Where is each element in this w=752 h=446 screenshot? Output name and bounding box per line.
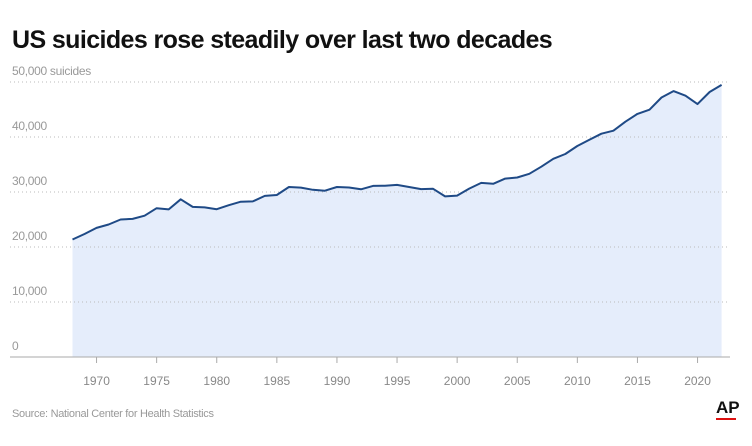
logo-underline bbox=[716, 418, 736, 420]
x-tick-label: 1975 bbox=[143, 374, 170, 388]
x-tick-label: 1995 bbox=[384, 374, 411, 388]
x-tick-label: 1990 bbox=[324, 374, 351, 388]
plot-area: 0 10,000 20,000 30,000 40,000 50,000 suicides… bbox=[10, 64, 730, 388]
y-tick-label: 10,000 bbox=[12, 284, 48, 298]
x-tick-label: 2000 bbox=[444, 374, 471, 388]
chart-title: US suicides rose steadily over last two … bbox=[12, 26, 552, 54]
x-tick-label: 1985 bbox=[263, 374, 290, 388]
x-tick-label: 2015 bbox=[624, 374, 651, 388]
line bbox=[72, 84, 723, 241]
area bbox=[72, 84, 722, 358]
x-tick-label: 2010 bbox=[564, 374, 591, 388]
y-tick-label: 50,000 suicides bbox=[12, 64, 91, 78]
x-tick-label: 2020 bbox=[684, 374, 711, 388]
x-tick-label: 2005 bbox=[504, 374, 531, 388]
y-tick-label: 30,000 bbox=[12, 174, 48, 188]
logo: AP bbox=[716, 398, 740, 417]
x-tick-label: 1970 bbox=[83, 374, 110, 388]
x-tick-label: 1980 bbox=[203, 374, 230, 388]
y-tick-label: 0 bbox=[12, 339, 19, 353]
y-tick-label: 20,000 bbox=[12, 229, 48, 243]
source: Source: National Center for Health Stati… bbox=[12, 408, 215, 420]
y-tick-label: 40,000 bbox=[12, 119, 48, 133]
